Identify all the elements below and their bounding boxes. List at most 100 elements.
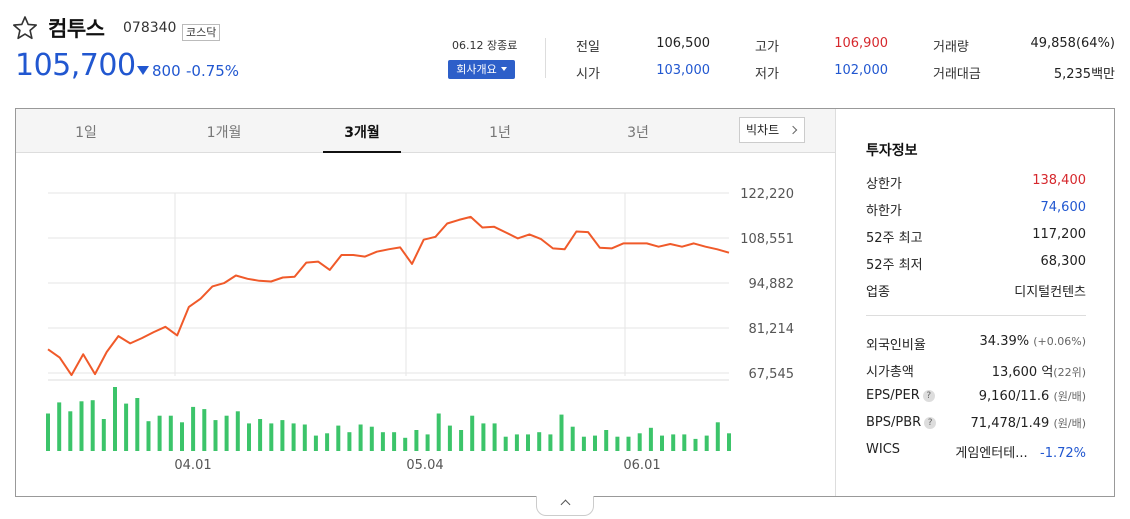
volume-bar	[224, 415, 229, 451]
eps-per-label: EPS/PER	[866, 388, 920, 403]
high-label: 고가	[755, 40, 779, 55]
current-price: 105,700	[15, 48, 136, 83]
volume-bar	[637, 433, 642, 451]
volume-bar	[90, 400, 95, 451]
star-icon[interactable]	[12, 15, 38, 41]
volume-bar	[682, 434, 687, 451]
volume-bar	[191, 406, 196, 451]
tab-1year[interactable]: 1년	[489, 125, 511, 141]
volume-bar	[526, 434, 530, 451]
divider	[835, 109, 836, 496]
x-tick-label: 06.01	[623, 458, 660, 473]
52w-low-value: 68,300	[1040, 254, 1087, 269]
tab-3month[interactable]: 3개월	[344, 125, 380, 141]
price-chart[interactable]: 122,220 108,551 94,882 81,214 67,545 04.01 05.…	[16, 153, 835, 496]
foreign-ratio-row: 외국인비율 34.39% (+0.06%)	[866, 334, 1086, 354]
eps-per-value: 9,160/11.6	[978, 389, 1050, 404]
volume-bar	[436, 413, 441, 451]
x-tick-label: 05.04	[406, 458, 443, 473]
volume-bar	[235, 411, 240, 451]
volume-value: 49,858(64%)	[1030, 36, 1115, 51]
company-overview-label: 회사개요	[456, 63, 497, 76]
volume-bar	[202, 409, 207, 451]
volume-bar	[146, 421, 151, 451]
big-chart-label: 빅차트	[746, 123, 780, 137]
volume-label: 거래량	[933, 40, 969, 55]
market-cap-label: 시가총액	[866, 365, 914, 380]
volume-bar	[79, 401, 84, 451]
foreign-ratio-value: 34.39%	[979, 334, 1030, 349]
volume-bar	[481, 423, 486, 451]
52w-high-row: 52주 최고 117,200	[866, 227, 1086, 247]
volume-bar	[414, 430, 419, 451]
volume-bar	[135, 398, 140, 451]
period-tabs: 1일 1개월 3개월 1년 3년 빅차트	[16, 109, 835, 153]
volume-bar	[626, 436, 631, 451]
market-cap-rank: (22위)	[1053, 366, 1086, 379]
bps-pbr-row: BPS/PBR? 71,478/1.49 (원/배)	[866, 415, 1086, 435]
volume-bar	[369, 426, 374, 451]
bps-pbr-label: BPS/PBR	[866, 415, 922, 430]
volume-bar	[57, 402, 62, 451]
volume-bar	[704, 435, 709, 451]
amount-label: 거래대금	[933, 67, 981, 82]
foreign-ratio-value-group: 34.39% (+0.06%)	[980, 334, 1086, 349]
low-label: 저가	[755, 67, 779, 82]
tab-1day[interactable]: 1일	[75, 125, 97, 141]
eps-per-row: EPS/PER? 9,160/11.6 (원/배)	[866, 388, 1086, 408]
industry-row: 업종 디지털컨텐츠	[866, 281, 1086, 301]
volume-bar	[247, 423, 251, 451]
tab-1month[interactable]: 1개월	[206, 125, 242, 141]
market-cap-value-group: 13,600 억(22위)	[992, 361, 1086, 380]
help-icon[interactable]: ?	[924, 417, 937, 429]
chart-panel: 1일 1개월 3개월 1년 3년 빅차트 122,220 108,551 94,88…	[15, 108, 1115, 497]
company-overview-button[interactable]: 회사개요	[448, 60, 515, 79]
wics-value-group: 게임엔터테... -1.72%	[955, 442, 1086, 461]
volume-bar	[68, 411, 73, 451]
volume-bar	[325, 433, 330, 451]
eps-per-label-group: EPS/PER?	[866, 388, 935, 403]
52w-low-row: 52주 최저 68,300	[866, 254, 1086, 274]
open-label: 시가	[576, 67, 600, 82]
price-line	[47, 215, 730, 377]
volume-bar	[425, 434, 430, 451]
volume-bar	[347, 432, 352, 451]
volume-bar	[492, 423, 497, 451]
wics-rate: -1.72%	[1040, 446, 1086, 461]
big-chart-button[interactable]: 빅차트	[739, 117, 805, 143]
stock-name: 컴투스	[48, 17, 105, 41]
volume-bar	[671, 434, 676, 451]
52w-low-label: 52주 최저	[866, 258, 923, 273]
price-change-value: 800	[152, 62, 181, 80]
volume-bar	[660, 435, 664, 451]
prev-close-label: 전일	[576, 40, 600, 55]
volume-bar	[358, 424, 363, 451]
volume-bar	[514, 434, 519, 451]
x-tick-label: 04.01	[174, 458, 211, 473]
volume-bar	[593, 435, 597, 451]
market-cap-row: 시가총액 13,600 억(22위)	[866, 361, 1086, 381]
volume-bar	[280, 420, 285, 451]
change-rate: -0.75%	[186, 62, 240, 80]
stock-code: 078340	[123, 20, 177, 36]
volume-bar	[213, 420, 218, 451]
volume-bar	[570, 426, 575, 451]
volume-bar	[693, 438, 698, 451]
collapse-button[interactable]	[536, 496, 594, 516]
tab-3year[interactable]: 3년	[627, 125, 649, 141]
volume-bar	[258, 419, 263, 451]
volume-bar	[403, 437, 408, 451]
volume-bar	[313, 435, 318, 451]
divider	[545, 38, 546, 78]
y-tick-label: 81,214	[749, 322, 795, 337]
y-tick-label: 122,220	[740, 187, 794, 202]
52w-high-value: 117,200	[1032, 227, 1086, 242]
active-tab-indicator	[323, 151, 401, 153]
chevron-up-icon	[560, 499, 571, 510]
help-icon[interactable]: ?	[922, 390, 935, 402]
lower-limit-value: 74,600	[1040, 200, 1087, 215]
volume-bar	[291, 423, 296, 451]
volume-bar	[548, 434, 553, 451]
wics-value[interactable]: 게임엔터테...	[955, 446, 1028, 461]
prev-close-value: 106,500	[656, 36, 710, 51]
